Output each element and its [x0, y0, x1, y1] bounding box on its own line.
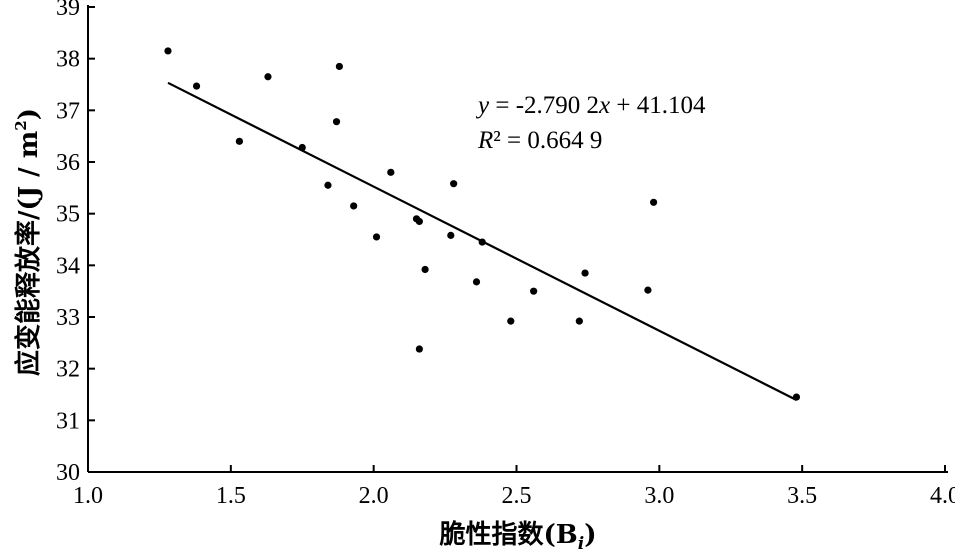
- data-point: [415, 345, 423, 353]
- x-tick-label: 4.0: [930, 483, 955, 509]
- data-point: [792, 393, 801, 401]
- equation-intercept: + 41.104: [610, 92, 706, 119]
- data-point: [350, 202, 358, 210]
- regression-annotation: y = -2.790 2x + 41.104 R² = 0.664 9: [475, 92, 706, 154]
- data-point: [507, 317, 515, 325]
- x-tick-label: 1.5: [216, 483, 246, 509]
- y-axis-title-close: ): [14, 108, 44, 120]
- y-tick-label: 36: [56, 150, 80, 176]
- y-tick-label: 30: [56, 460, 80, 486]
- equation-x-symbol: x: [598, 92, 610, 119]
- data-point: [387, 168, 395, 176]
- y-tick-label: 39: [56, 0, 80, 21]
- data-point: [644, 286, 652, 294]
- data-point: [192, 82, 201, 90]
- x-axis-title-main: 脆性指数(B: [439, 519, 577, 550]
- y-tick-label: 31: [56, 408, 80, 434]
- r-squared-value: ² = 0.664 9: [493, 127, 602, 154]
- x-axis-title-subscript: i: [578, 534, 584, 551]
- x-axis-title: 脆性指数(Bi): [439, 519, 596, 551]
- data-point: [478, 238, 486, 246]
- data-point: [421, 265, 429, 274]
- axes: [87, 5, 948, 473]
- data-point: [335, 62, 343, 71]
- data-point: [581, 269, 589, 277]
- data-point: [472, 278, 481, 286]
- r-symbol: R: [477, 127, 493, 154]
- x-tick-label: 2.0: [359, 483, 389, 509]
- data-points: [164, 47, 801, 401]
- ticks: 1.0 1.5 2.0 2.5 3.0 3.5 4.0 30 31 32 33 34 35 36 37 38 3…: [56, 0, 955, 509]
- x-axis-title-close: ): [584, 520, 596, 550]
- data-point: [530, 287, 538, 295]
- data-point: [415, 217, 423, 226]
- x-tick-label: 3.5: [787, 483, 817, 509]
- equation-middle: = -2.790 2: [489, 92, 599, 119]
- y-tick-label: 34: [56, 253, 80, 279]
- x-tick-label: 1.0: [73, 483, 103, 509]
- data-point: [298, 143, 306, 152]
- r-squared: R² = 0.664 9: [477, 127, 602, 154]
- x-tick-label: 3.0: [644, 483, 674, 509]
- data-point: [575, 317, 583, 325]
- y-tick-label: 35: [56, 202, 80, 228]
- data-point: [264, 73, 272, 81]
- data-point: [372, 233, 381, 241]
- x-tick-label: 2.5: [502, 483, 532, 509]
- y-axis-title-main: 应变能释放率/(J / m: [13, 131, 44, 376]
- y-tick-label: 33: [56, 305, 80, 331]
- y-tick-label: 38: [56, 47, 80, 73]
- data-point: [235, 137, 244, 145]
- data-point: [650, 198, 658, 206]
- data-point: [164, 47, 172, 55]
- data-point: [450, 180, 458, 188]
- regression-equation: y = -2.790 2x + 41.104: [475, 92, 706, 119]
- y-tick-label: 37: [56, 98, 80, 124]
- data-point: [332, 118, 341, 126]
- data-point: [324, 181, 332, 189]
- y-axis-title-superscript: 2: [12, 120, 30, 130]
- equation-y-symbol: y: [475, 92, 490, 119]
- y-axis-title: 应变能释放率/(J / m2): [12, 108, 44, 376]
- data-point: [447, 231, 455, 239]
- y-tick-label: 32: [56, 357, 80, 383]
